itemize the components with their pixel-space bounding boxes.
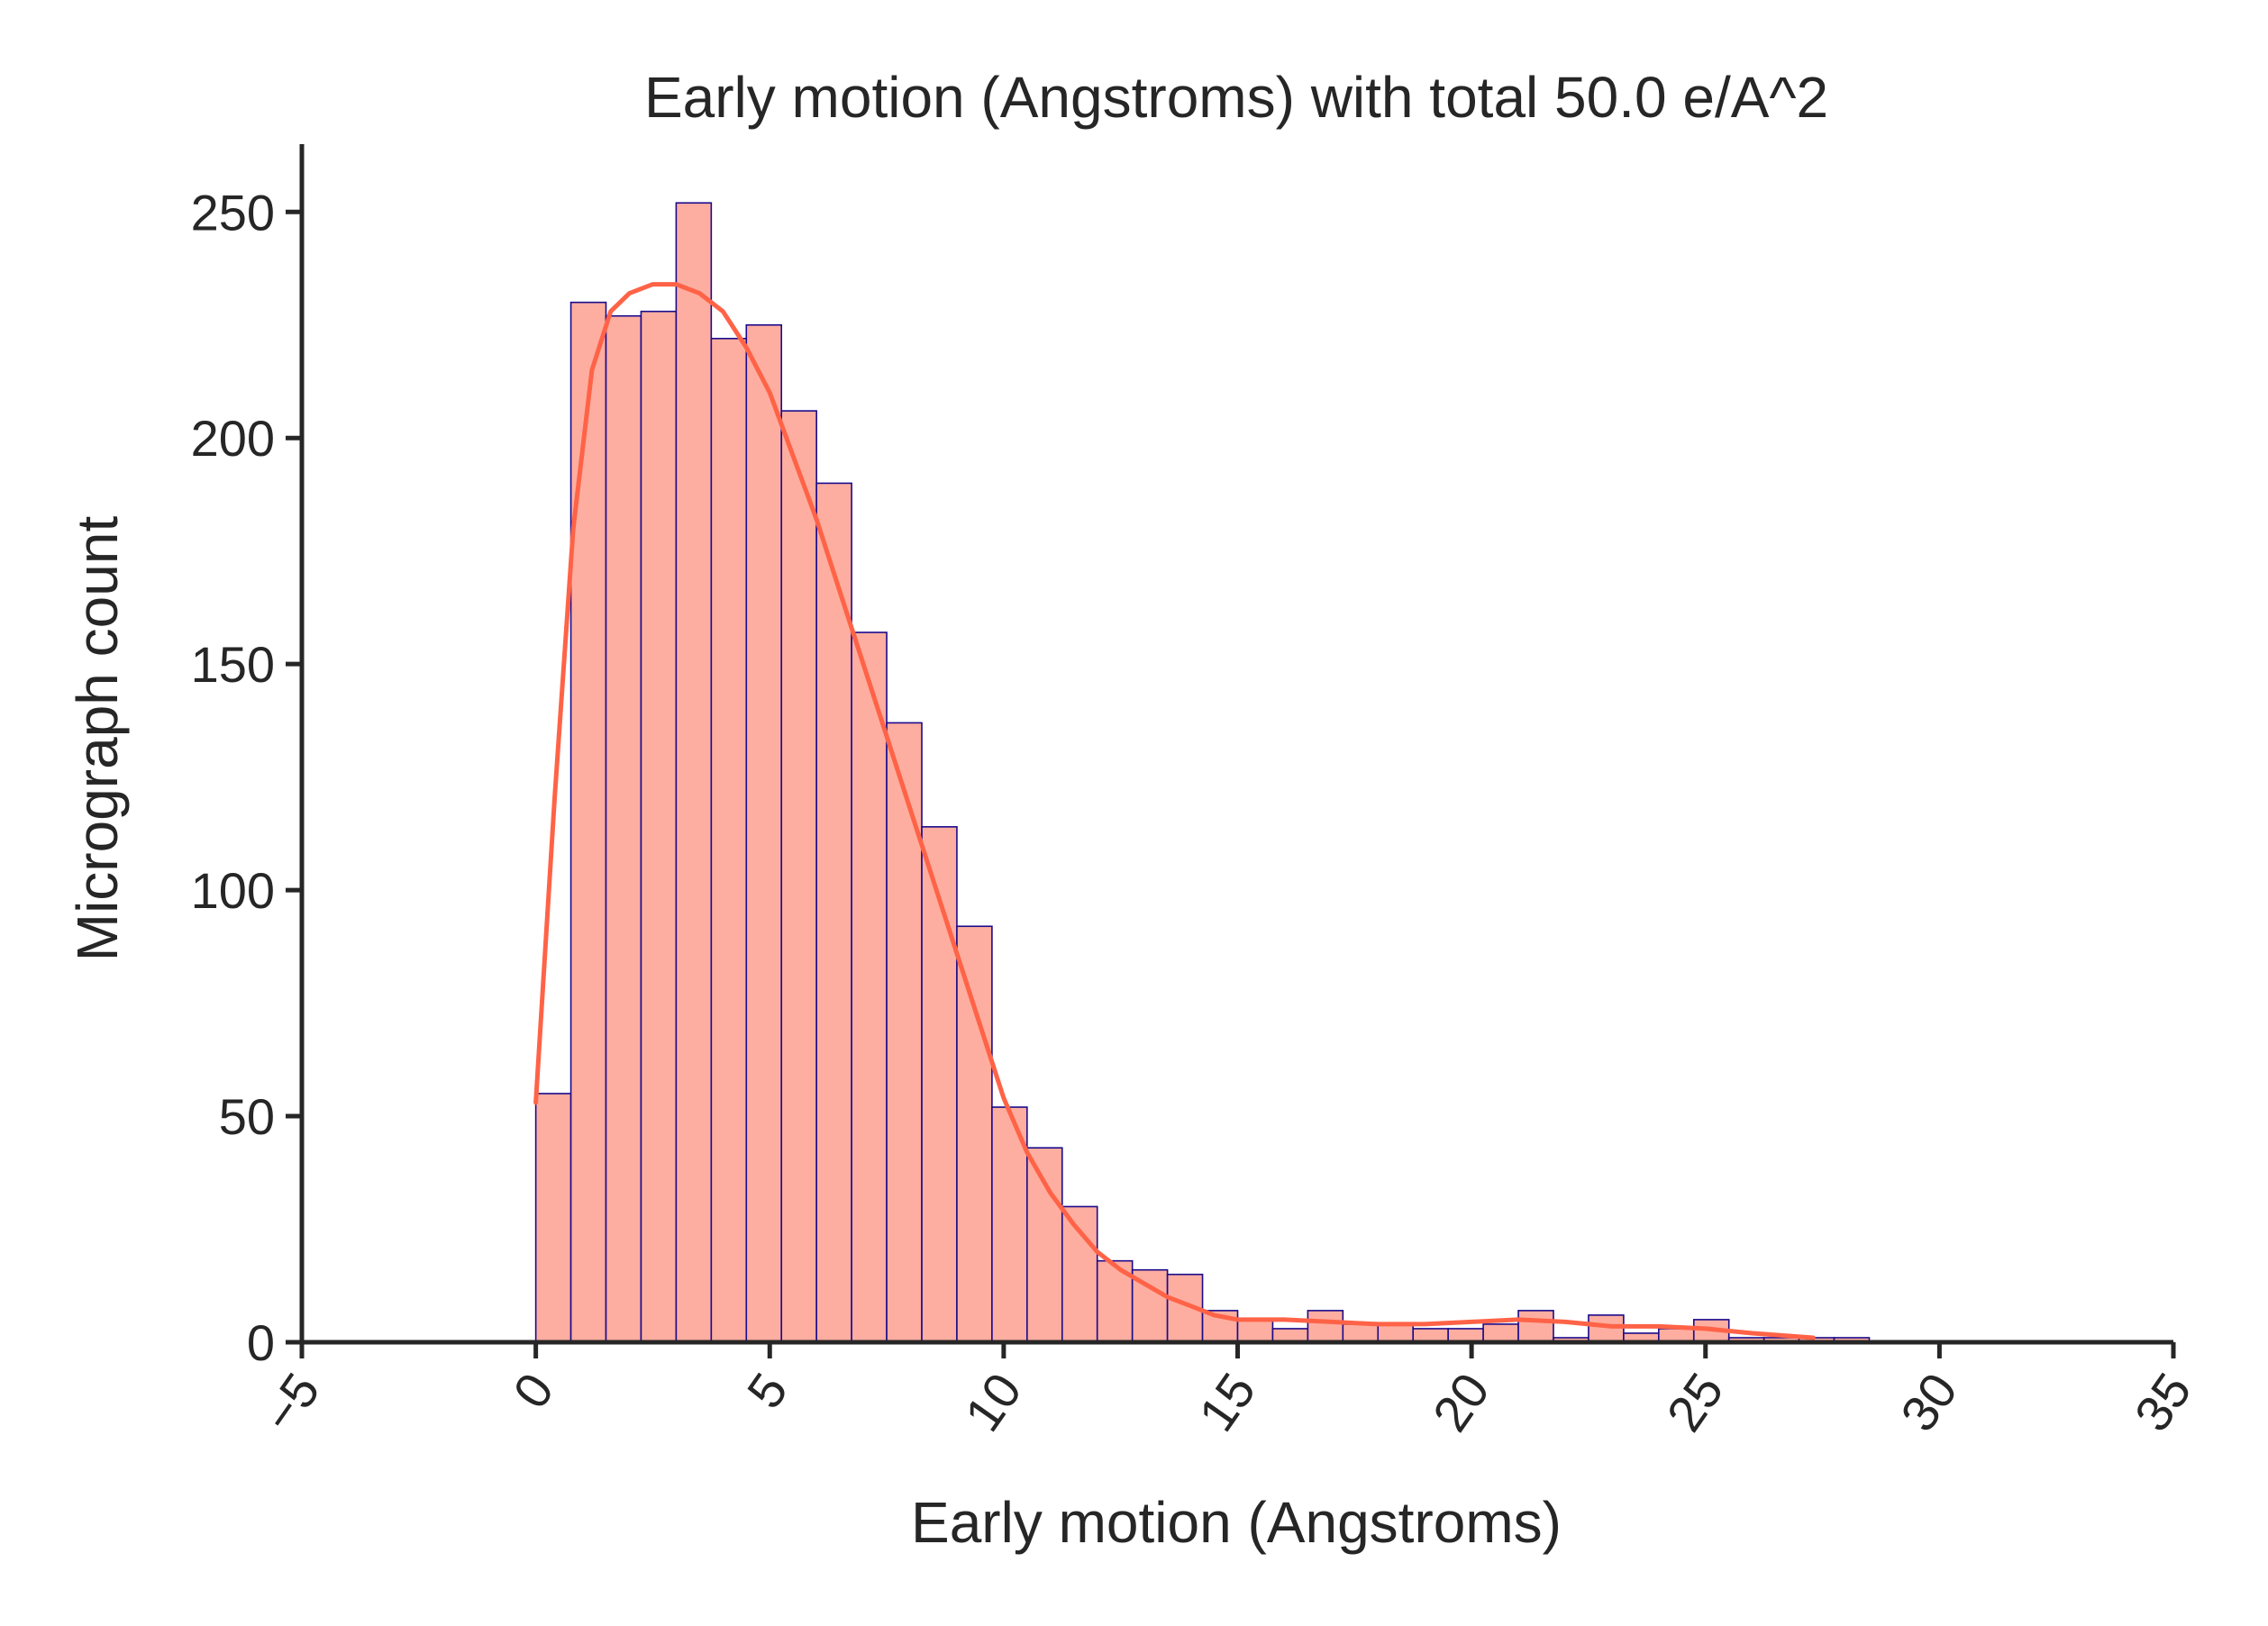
x-tick-label: 0 [502, 1363, 564, 1419]
y-tick-label: 200 [191, 410, 275, 467]
x-tick-label: −5 [251, 1363, 331, 1442]
histogram-bar [780, 410, 817, 1343]
histogram-bar [1588, 1314, 1625, 1343]
y-tick-label: 100 [191, 862, 275, 919]
histogram-bar [1061, 1205, 1098, 1343]
histogram-bar [1307, 1310, 1344, 1343]
y-axis-ticks: 0 50 100 150 200 250 [191, 184, 302, 1371]
x-tick-label: 35 [2123, 1363, 2201, 1441]
x-axis-label: Early motion (Angstroms) [911, 1490, 1562, 1555]
y-tick-label: 0 [247, 1314, 275, 1371]
histogram-bar [1026, 1147, 1063, 1343]
histogram-bar [675, 202, 713, 1343]
x-tick-label: 15 [1188, 1363, 1266, 1441]
y-tick-label: 50 [219, 1088, 275, 1145]
y-axis-label: Micrograph count [65, 516, 130, 962]
histogram-bar [1482, 1323, 1519, 1343]
histogram-bar [851, 631, 888, 1343]
y-tick-label: 150 [191, 636, 275, 693]
histogram-bar [569, 301, 607, 1343]
histogram-bar [640, 310, 678, 1343]
y-tick-label: 250 [191, 184, 275, 241]
histogram-bar [956, 925, 993, 1343]
histogram-bar [1377, 1323, 1415, 1343]
x-tick-label: 30 [1890, 1363, 1968, 1441]
histogram-bar [815, 482, 852, 1343]
x-tick-label: 5 [736, 1363, 798, 1419]
histogram-bar [534, 1093, 572, 1343]
histogram-bar [605, 314, 642, 1343]
histogram-bar [1517, 1310, 1554, 1343]
histogram-bar [921, 826, 958, 1343]
x-tick-label: 25 [1655, 1363, 1734, 1441]
x-tick-label: 10 [953, 1363, 1032, 1441]
x-axis-ticks: −5 0 5 10 15 20 25 30 35 [251, 1342, 2202, 1442]
histogram-bar [886, 722, 923, 1343]
histogram-bar [745, 323, 783, 1343]
x-tick-label: 20 [1422, 1363, 1500, 1441]
histogram-bar [1236, 1319, 1274, 1343]
histogram-bar [710, 338, 748, 1343]
histogram-bars [534, 202, 1871, 1343]
kde-curve [533, 282, 1816, 1340]
histogram-bar [1342, 1323, 1380, 1343]
chart-title: Early motion (Angstroms) with total 50.0… [644, 65, 1828, 130]
